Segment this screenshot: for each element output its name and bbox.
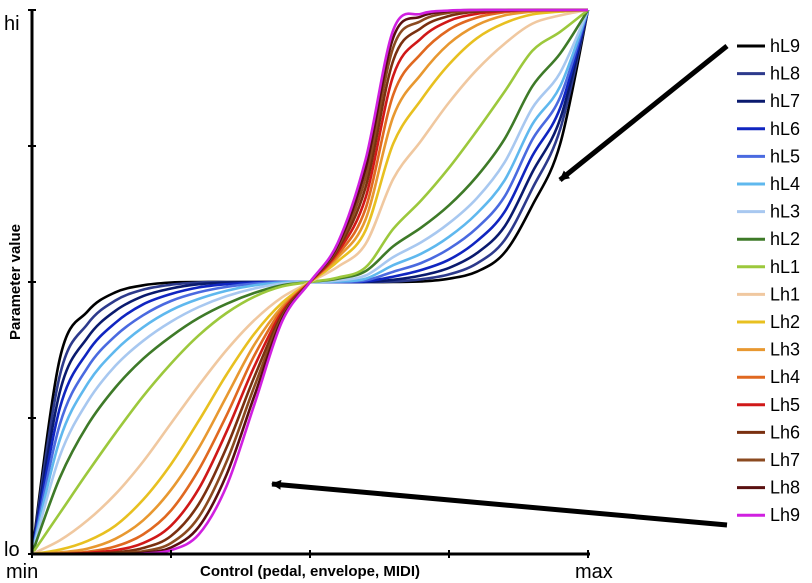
y-axis-title: Parameter value — [7, 224, 24, 340]
legend-item-hl1: hL1 — [737, 257, 800, 277]
legend-item-hl9: hL9 — [737, 36, 800, 56]
curves-group — [32, 10, 588, 554]
legend-item-lh1: Lh1 — [737, 284, 800, 304]
legend-label-hl9: hL9 — [770, 36, 800, 56]
legend-label-hl5: hL5 — [770, 146, 800, 166]
legend-item-lh4: Lh4 — [737, 367, 800, 387]
legend-label-hl6: hL6 — [770, 119, 800, 139]
legend-label-lh6: Lh6 — [770, 422, 800, 442]
legend-item-lh9: Lh9 — [737, 505, 800, 525]
legend-label-lh7: Lh7 — [770, 450, 800, 470]
legend-item-hl5: hL5 — [737, 146, 800, 166]
annotation-arrow-bottom — [272, 484, 727, 525]
legend-label-lh2: Lh2 — [770, 312, 800, 332]
legend-item-hl7: hL7 — [737, 91, 800, 111]
legend-label-lh4: Lh4 — [770, 367, 800, 387]
legend-item-lh3: Lh3 — [737, 340, 800, 360]
annotation-arrow-top — [560, 46, 727, 180]
legend-item-hl4: hL4 — [737, 174, 800, 194]
legend-label-hl1: hL1 — [770, 257, 800, 277]
legend-item-lh2: Lh2 — [737, 312, 800, 332]
legend-item-lh6: Lh6 — [737, 422, 800, 442]
y-tick-label-hi: hi — [4, 13, 20, 35]
x-tick-label-min: min — [6, 561, 38, 583]
legend-label-hl3: hL3 — [770, 202, 800, 222]
legend-item-lh5: Lh5 — [737, 395, 800, 415]
legend-label-hl7: hL7 — [770, 91, 800, 111]
legend-label-lh9: Lh9 — [770, 505, 800, 525]
legend-item-hl6: hL6 — [737, 119, 800, 139]
legend-item-hl3: hL3 — [737, 202, 800, 222]
legend-label-lh5: Lh5 — [770, 395, 800, 415]
legend-item-hl8: hL8 — [737, 64, 800, 84]
x-axis-title: Control (pedal, envelope, MIDI) — [200, 563, 420, 580]
x-tick-label-max: max — [575, 561, 613, 583]
legend-item-hl2: hL2 — [737, 229, 800, 249]
legend-item-lh7: Lh7 — [737, 450, 800, 470]
legend-label-lh1: Lh1 — [770, 284, 800, 304]
legend-label-lh3: Lh3 — [770, 340, 800, 360]
legend-label-hl8: hL8 — [770, 64, 800, 84]
legend: hL9 hL8 hL7 hL6 hL5 hL4 hL3 hL2 hL1 Lh1 Lh2 Lh3 Lh4 L… — [737, 36, 800, 525]
y-tick-label-lo: lo — [4, 539, 20, 561]
legend-label-hl2: hL2 — [770, 229, 800, 249]
legend-label-lh8: Lh8 — [770, 478, 800, 498]
legend-label-hl4: hL4 — [770, 174, 800, 194]
legend-item-lh8: Lh8 — [737, 478, 800, 498]
